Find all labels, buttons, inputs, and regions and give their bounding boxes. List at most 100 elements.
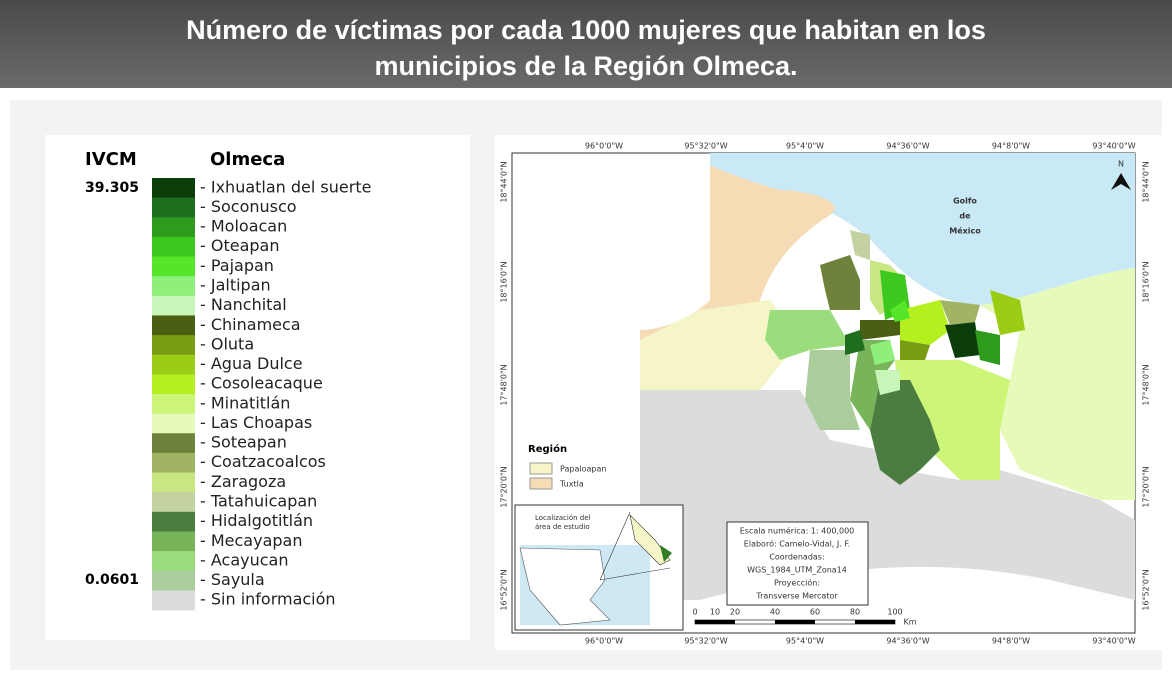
legend-item: - Moloacan <box>200 217 287 236</box>
lon-label: 93°40'0"W <box>1092 142 1135 151</box>
legend-item: - Pajapan <box>200 256 274 275</box>
scale-label: 60 <box>810 608 820 617</box>
mun <box>900 300 950 345</box>
sea <box>710 153 1135 305</box>
lat-label: 17°20'0"N <box>1142 466 1151 507</box>
header-bar <box>0 0 1172 88</box>
lat-label: 17°20'0"N <box>500 466 509 507</box>
north-arrow <box>1111 173 1131 190</box>
legend-item: - Mecayapan <box>200 531 302 550</box>
legend-item: - Oluta <box>200 334 254 353</box>
legend-item: - Chinameca <box>200 315 301 334</box>
legend-item: - Cosoleacaque <box>200 374 323 393</box>
scale-label: 40 <box>770 608 780 617</box>
mun <box>850 230 870 260</box>
info-line: Proyección: <box>774 578 820 588</box>
legend-item: - Ixhuatlan del suerte <box>200 177 371 196</box>
legend-swatch <box>152 178 195 199</box>
legend-max: 39.305 <box>85 180 139 196</box>
lat-label: 18°16'0"N <box>1142 261 1151 302</box>
lon-label: 96°0'0"W <box>585 637 623 646</box>
inset-label: área de estudio <box>535 523 590 531</box>
legend-item: - Sayula <box>200 570 265 589</box>
legend-box <box>45 135 470 640</box>
region-item: Papaloapan <box>560 465 606 474</box>
legend-item: - Minatitlán <box>200 393 290 412</box>
legend-item: - Hidalgotitlán <box>200 511 313 530</box>
scale-seg <box>855 620 895 624</box>
lon-label: 96°0'0"W <box>585 142 623 151</box>
sea-label: de <box>959 212 971 221</box>
inset-mexico <box>519 547 611 626</box>
legend-swatch <box>152 295 195 316</box>
lon-label: 94°36'0"W <box>886 142 929 151</box>
legend-item: - Jaltipan <box>200 276 271 295</box>
region-swatch <box>529 462 553 475</box>
lat-label: 17°48'0"N <box>1142 364 1151 405</box>
legend-item: - Sin información <box>200 590 336 609</box>
mun <box>900 340 930 360</box>
inset-label: Localización del <box>535 514 591 522</box>
mun <box>870 340 895 365</box>
info-line: Coordenadas: <box>769 553 824 562</box>
info-line: Transverse Mercator <box>755 592 838 601</box>
leader <box>599 567 671 581</box>
lat-label: 17°48'0"N <box>500 364 509 405</box>
map: Región <box>511 152 1136 634</box>
legend-swatch <box>152 276 195 297</box>
inset-region <box>660 545 672 562</box>
mun <box>845 330 865 355</box>
legend-swatch <box>152 394 195 415</box>
legend-swatch <box>152 217 195 238</box>
mun <box>860 320 900 340</box>
lon-label: 94°8'0"W <box>992 637 1030 646</box>
info-line: WGS_1984_UTM_Zona14 <box>747 566 847 575</box>
legend-item: - Agua Dulce <box>200 354 303 373</box>
legend-swatch <box>152 197 195 218</box>
legend-swatch <box>152 570 195 591</box>
legend-item: - Nanchital <box>200 295 287 314</box>
scale-label: 0 <box>692 608 697 617</box>
mun <box>895 360 1010 480</box>
mun <box>805 350 860 430</box>
region-swatch <box>529 477 553 490</box>
sea-label: México <box>949 226 981 236</box>
mun <box>990 290 1025 335</box>
legend-swatch <box>152 492 195 513</box>
legend-item: - Coatzacoalcos <box>200 452 326 471</box>
mun <box>945 322 980 358</box>
legend-item: - Soconusco <box>200 197 297 216</box>
legend-swatch <box>152 236 195 258</box>
legend-swatch <box>152 551 195 572</box>
legend-item: - Soteapan <box>200 433 287 452</box>
info-line: Elaboró: Camelo-Vidal, J. F. <box>744 539 850 549</box>
scale-label: Km <box>903 618 916 627</box>
leader <box>599 511 631 581</box>
lon-label: 95°32'0"W <box>684 142 727 151</box>
lon-label: 95°4'0"W <box>786 637 824 646</box>
scale-label: 20 <box>730 608 740 617</box>
mun <box>870 380 940 485</box>
legend-item: - Las Choapas <box>200 413 312 432</box>
info-box <box>726 521 869 606</box>
legend-swatch <box>152 472 195 493</box>
legend-swatch <box>152 590 195 611</box>
lon-label: 94°36'0"W <box>886 637 929 646</box>
mun <box>890 300 910 322</box>
lat-label: 18°44'0"N <box>1142 161 1151 202</box>
legend-swatch <box>152 354 195 375</box>
scale-label: 80 <box>850 608 860 617</box>
legend-swatch <box>152 511 195 532</box>
inset-state <box>629 514 671 566</box>
north-label: N <box>1118 160 1124 169</box>
region-legend-title: Región <box>528 443 567 455</box>
sea-label: Golfo <box>953 197 977 206</box>
mun <box>765 310 850 360</box>
scale-seg <box>695 620 735 624</box>
legend-min: 0.0601 <box>85 572 139 588</box>
legend-swatch <box>152 433 195 454</box>
lat-label: 18°44'0"N <box>500 161 509 202</box>
title-line: municipios de la Región Olmeca. <box>374 51 797 81</box>
scale-label: 100 <box>887 608 902 617</box>
